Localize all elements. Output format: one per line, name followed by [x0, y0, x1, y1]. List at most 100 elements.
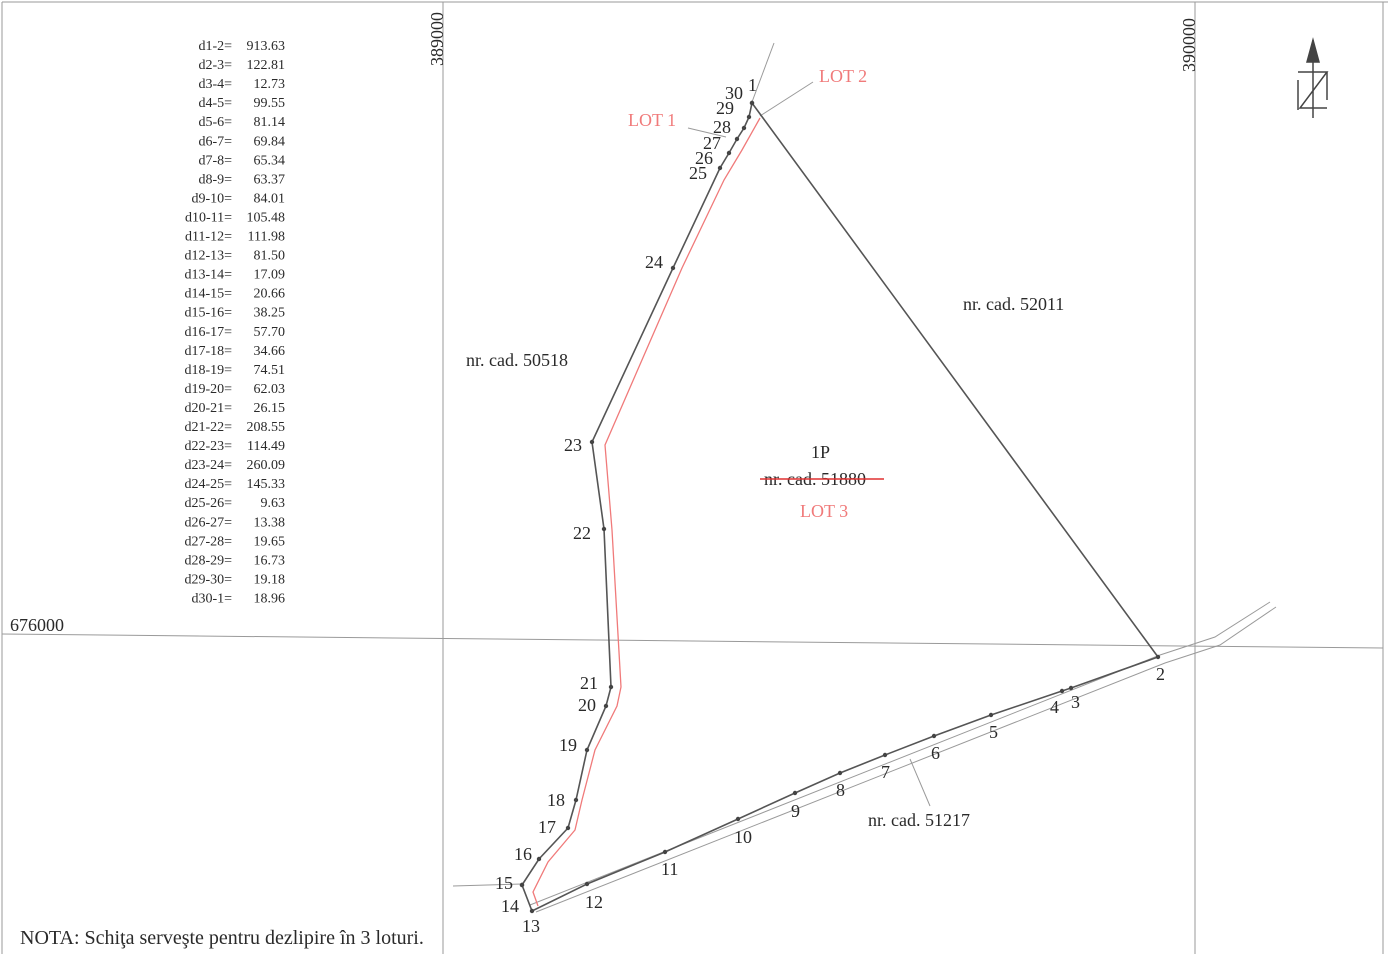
distance-value: 63.37 [254, 172, 286, 187]
vertex-label: 15 [495, 873, 513, 893]
lot-3-label: LOT 3 [800, 501, 848, 521]
distance-value: 19.18 [254, 572, 286, 587]
distance-table: d1-2= 913.63 d2-3= 122.81 d3-4= 12.73 d4-5= 99.… [184, 39, 285, 606]
vertex-label: 3 [1071, 692, 1080, 712]
vertex-point [931, 733, 937, 739]
vertex-point [573, 797, 579, 803]
distance-value: 57.70 [254, 325, 286, 340]
vertex-label: 2 [1156, 664, 1165, 684]
distance-label: d28-29= [184, 553, 232, 568]
vertex-point [837, 770, 843, 776]
vertex-label: 16 [514, 844, 532, 864]
vertex-label: 7 [881, 762, 890, 782]
vertex-label: 9 [791, 801, 800, 821]
distance-label: d18-19= [184, 363, 232, 378]
distance-value: 74.51 [254, 363, 286, 378]
distance-label: d10-11= [185, 210, 232, 225]
distance-label: d24-25= [184, 477, 232, 492]
distance-value: 913.63 [247, 39, 286, 54]
vertex-point [608, 684, 614, 690]
distance-value: 145.33 [247, 477, 286, 492]
vertex-point [741, 125, 747, 131]
vertex-markers [519, 100, 1161, 914]
vertex-label: 21 [580, 673, 598, 693]
distance-value: 208.55 [247, 420, 286, 435]
distance-value: 9.63 [261, 496, 286, 511]
distance-value: 81.50 [254, 249, 286, 264]
distance-label: d12-13= [184, 249, 232, 264]
vertex-label: 27 [703, 133, 721, 153]
vertex-label: 22 [573, 523, 591, 543]
distance-label: d9-10= [191, 191, 232, 206]
distance-value: 111.98 [248, 230, 285, 245]
distance-value: 12.73 [254, 77, 286, 92]
distance-value: 19.65 [254, 534, 286, 549]
vertex-point [565, 825, 571, 831]
vertex-label: 17 [538, 817, 556, 837]
distance-label: d5-6= [198, 115, 232, 130]
distance-label: d15-16= [184, 306, 232, 321]
distance-value: 34.66 [254, 344, 286, 359]
vertex-label: 5 [989, 722, 998, 742]
vertex-label: 4 [1050, 697, 1059, 717]
vertex-point [1068, 685, 1074, 691]
distance-value: 260.09 [247, 458, 286, 473]
distance-value: 65.34 [254, 153, 286, 168]
road [529, 601, 1277, 913]
vertex-label: 11 [661, 859, 678, 879]
cad-label-south: nr. cad. 51217 [868, 810, 970, 830]
distance-label: d23-24= [184, 458, 232, 473]
vertex-point [529, 908, 535, 914]
distance-value: 18.96 [254, 591, 286, 606]
vertex-point [734, 136, 740, 142]
vertex-label: 20 [578, 695, 596, 715]
vertex-point [603, 703, 609, 709]
distance-label: d25-26= [184, 496, 232, 511]
vertex-point [584, 881, 590, 887]
parcel-id: 1P [811, 442, 830, 462]
cad-label-west: nr. cad. 50518 [466, 350, 568, 370]
vertex-point [519, 882, 525, 888]
vertex-label: 29 [716, 98, 734, 118]
vertex-label: 26 [695, 148, 713, 168]
vertex-label: 23 [564, 435, 582, 455]
distance-value: 84.01 [254, 191, 286, 206]
distance-label: d29-30= [184, 572, 232, 587]
vertex-labels: 1234567891011121314151617181920212223242… [495, 75, 1165, 936]
distance-label: d27-28= [184, 534, 232, 549]
lot-1-label: LOT 1 [628, 110, 676, 130]
vertex-point [1059, 688, 1065, 694]
distance-label: d26-27= [184, 515, 232, 530]
vertex-label: 18 [547, 790, 565, 810]
vertex-point [1155, 654, 1161, 660]
distance-value: 20.66 [254, 287, 286, 302]
vertex-label: 6 [931, 743, 940, 763]
vertex-label: 8 [836, 780, 845, 800]
distance-label: d11-12= [185, 230, 232, 245]
distance-label: d20-21= [184, 401, 232, 416]
vertex-label: 10 [734, 827, 752, 847]
distance-label: d4-5= [198, 96, 232, 111]
distance-value: 105.48 [247, 210, 286, 225]
vertex-point [536, 856, 542, 862]
distance-value: 16.73 [254, 553, 286, 568]
grid-label-easting-left: 389000 [427, 12, 447, 66]
distance-label: d7-8= [198, 153, 232, 168]
grid-label-northing: 676000 [10, 615, 64, 635]
vertex-label: 19 [559, 735, 577, 755]
vertex-point [988, 712, 994, 718]
vertex-label: 28 [713, 117, 731, 137]
distance-label: d30-1= [191, 591, 232, 606]
distance-value: 114.49 [247, 439, 285, 454]
note-text: NOTA: Schiţa serveşte pentru dezlipire î… [20, 927, 424, 949]
vertex-label: 13 [522, 916, 540, 936]
vertex-point [792, 790, 798, 796]
vertex-point [589, 439, 595, 445]
neighbor-stubs [452, 42, 931, 887]
distance-value: 99.55 [254, 96, 286, 111]
distance-label: d3-4= [198, 77, 232, 92]
distance-label: d19-20= [184, 382, 232, 397]
distance-label: d2-3= [198, 58, 232, 73]
distance-value: 81.14 [254, 115, 286, 130]
